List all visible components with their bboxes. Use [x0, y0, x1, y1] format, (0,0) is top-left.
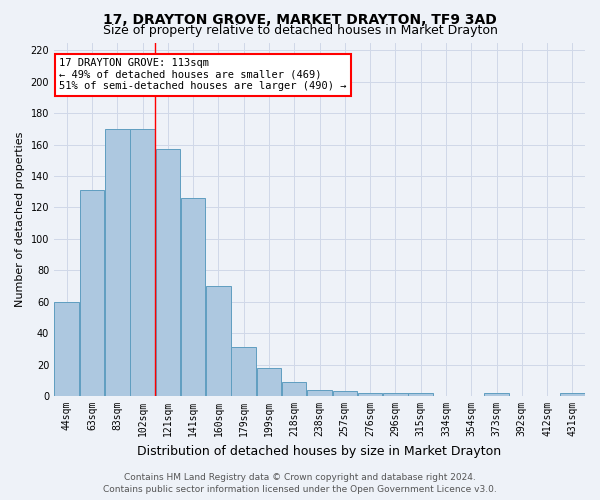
Bar — [484, 393, 509, 396]
Bar — [55, 302, 79, 396]
Bar — [332, 392, 357, 396]
Bar — [80, 190, 104, 396]
Bar — [307, 390, 332, 396]
Bar — [232, 348, 256, 396]
Bar — [560, 393, 584, 396]
Text: 17, DRAYTON GROVE, MARKET DRAYTON, TF9 3AD: 17, DRAYTON GROVE, MARKET DRAYTON, TF9 3… — [103, 12, 497, 26]
Bar — [105, 129, 130, 396]
Bar — [155, 150, 180, 396]
Bar — [282, 382, 307, 396]
Text: Size of property relative to detached houses in Market Drayton: Size of property relative to detached ho… — [103, 24, 497, 37]
Text: 17 DRAYTON GROVE: 113sqm
← 49% of detached houses are smaller (469)
51% of semi-: 17 DRAYTON GROVE: 113sqm ← 49% of detach… — [59, 58, 347, 92]
Text: Contains HM Land Registry data © Crown copyright and database right 2024.
Contai: Contains HM Land Registry data © Crown c… — [103, 472, 497, 494]
Bar — [358, 393, 382, 396]
Bar — [206, 286, 230, 396]
Bar — [257, 368, 281, 396]
Y-axis label: Number of detached properties: Number of detached properties — [15, 132, 25, 307]
Bar — [383, 393, 407, 396]
Bar — [130, 129, 155, 396]
X-axis label: Distribution of detached houses by size in Market Drayton: Distribution of detached houses by size … — [137, 444, 502, 458]
Bar — [181, 198, 205, 396]
Bar — [409, 393, 433, 396]
